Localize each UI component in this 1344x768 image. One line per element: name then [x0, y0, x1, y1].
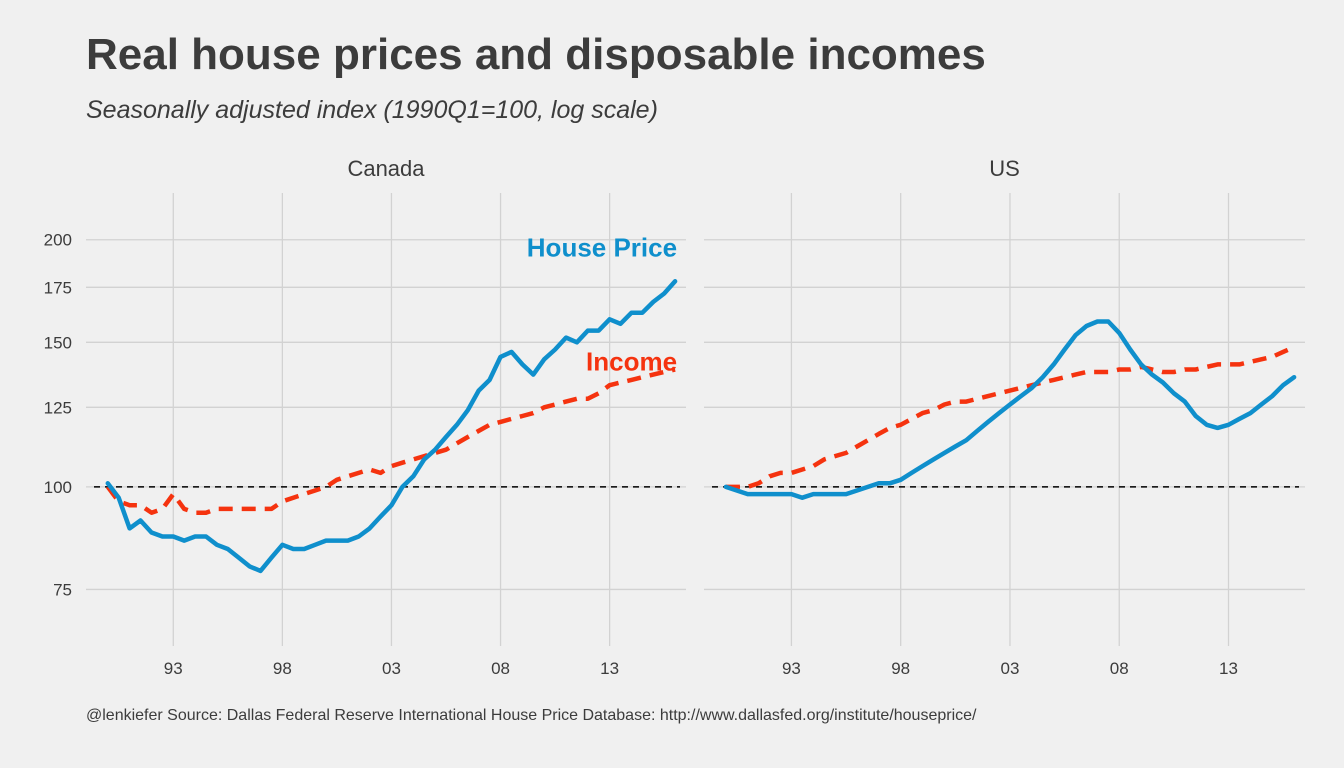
- series-annotation-canada-house-price: House Price: [527, 232, 677, 262]
- x-tick-label-canada-2013: 13: [600, 659, 619, 678]
- x-tick-label-canada-2008: 08: [491, 659, 510, 678]
- x-tick-label-us-2003: 03: [1001, 659, 1020, 678]
- series-line-canada-income: [106, 367, 676, 515]
- panel-label-us: US: [989, 156, 1020, 181]
- x-tick-label-us-2008: 08: [1110, 659, 1129, 678]
- chart-subtitle: Seasonally adjusted index (1990Q1=100, l…: [86, 96, 658, 124]
- chart-caption: @lenkiefer Source: Dallas Federal Reserv…: [86, 707, 977, 724]
- y-tick-label-175: 175: [44, 278, 72, 297]
- x-tick-label-canada-1993: 93: [164, 659, 183, 678]
- x-tick-label-canada-1998: 98: [273, 659, 292, 678]
- x-tick-label-canada-2003: 03: [382, 659, 401, 678]
- x-tick-label-us-1993: 93: [782, 659, 801, 678]
- y-tick-label-200: 200: [44, 231, 72, 250]
- y-tick-label-125: 125: [44, 398, 72, 417]
- y-tick-label-75: 75: [53, 580, 72, 599]
- y-tick-label-100: 100: [44, 478, 72, 497]
- panel-label-canada: Canada: [347, 156, 425, 181]
- series-annotation-canada-income: Income: [586, 346, 677, 376]
- y-tick-label-150: 150: [44, 333, 72, 352]
- series-line-us-income: [725, 345, 1295, 490]
- series-line-us-house-price: [723, 319, 1297, 500]
- chart-title: Real house prices and disposable incomes: [86, 30, 986, 79]
- series-line-canada-house-price: [105, 279, 678, 574]
- x-tick-label-us-2013: 13: [1219, 659, 1238, 678]
- x-tick-label-us-1998: 98: [891, 659, 910, 678]
